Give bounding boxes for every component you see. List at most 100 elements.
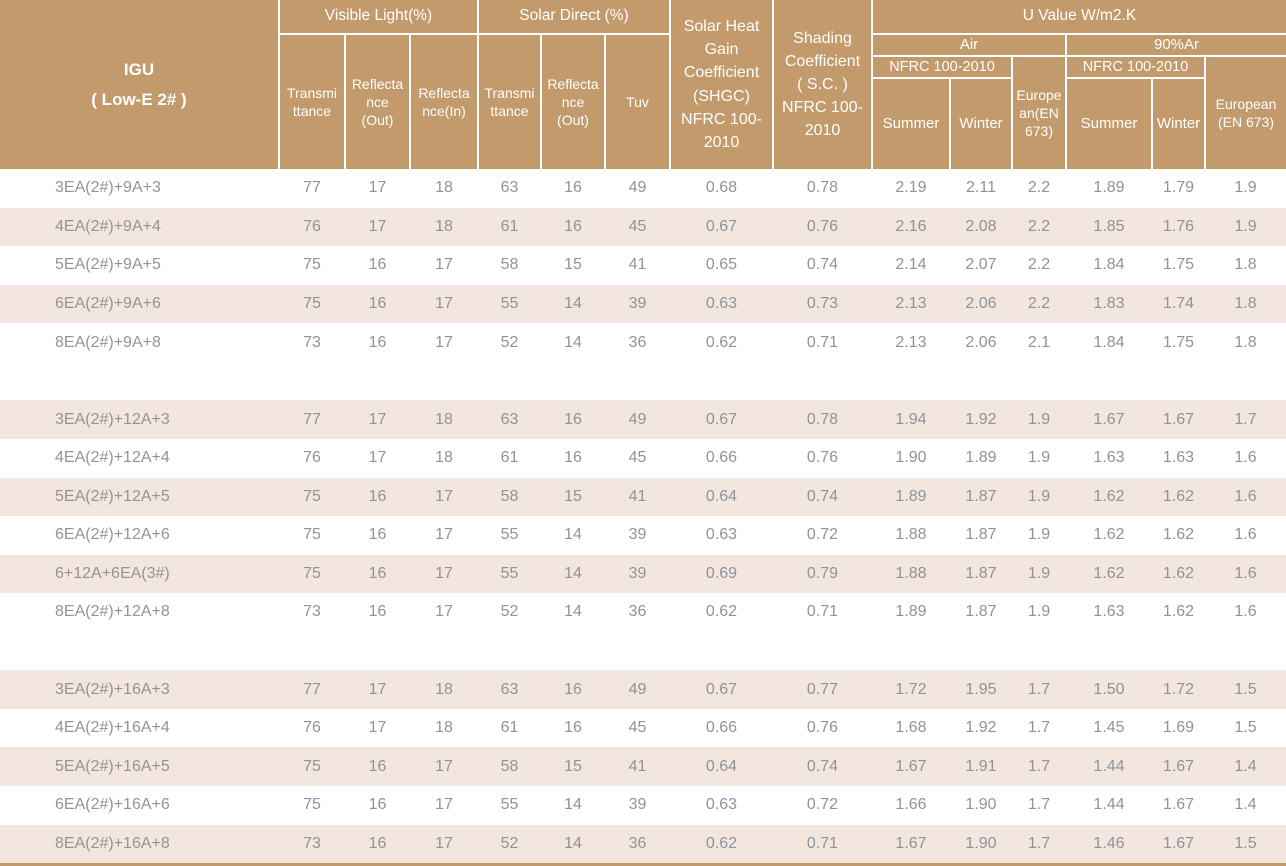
value-cell: 2.08 xyxy=(965,217,997,235)
value-cell: 2.2 xyxy=(1027,179,1051,197)
value-cell: 1.76 xyxy=(1162,217,1195,235)
value-cell: 0.71 xyxy=(806,834,839,852)
value-cell: 14 xyxy=(564,294,582,312)
table-row: 4EA(2#)+12A+4 76 17 18 61 16 45 0.66 0.76 1.90 1.8… xyxy=(0,438,1286,478)
header-european-argon: European (EN 673) xyxy=(1206,57,1286,169)
value-cell: 0.72 xyxy=(806,796,839,814)
table-row: 5EA(2#)+16A+5 75 16 17 58 15 41 0.64 0.74 1.67 1.9… xyxy=(0,747,1286,786)
value-cell: 1.69 xyxy=(1162,719,1195,737)
value-cell: 17 xyxy=(435,564,453,582)
value-cell: 1.62 xyxy=(1093,526,1125,544)
value-cell: 0.67 xyxy=(705,680,738,698)
value-cell: 17 xyxy=(368,410,387,428)
value-cell: 0.65 xyxy=(705,256,738,274)
value-cell: 16 xyxy=(368,256,387,274)
header-vl-transmittance: Transmi ttance xyxy=(280,35,344,169)
value-cell: 16 xyxy=(368,834,387,852)
value-cell: 1.62 xyxy=(1162,603,1195,621)
header-nfrc-argon: NFRC 100-2010 xyxy=(1067,57,1204,77)
table-row: 8EA(2#)+16A+8 73 16 17 52 14 36 0.62 0.71 1.67 1.9… xyxy=(0,824,1286,864)
value-cell: 1.89 xyxy=(1093,179,1125,197)
value-cell: 1.67 xyxy=(895,834,927,852)
value-cell: 39 xyxy=(628,564,647,582)
value-cell: 1.8 xyxy=(1234,294,1257,312)
igu-config-label: 8EA(2#)+9A+8 xyxy=(55,333,161,351)
value-cell: 0.76 xyxy=(806,217,839,235)
value-cell: 1.9 xyxy=(1234,179,1257,197)
value-cell: 1.44 xyxy=(1093,796,1125,814)
header-shading-coefficient: Shading Coefficient ( S.C. ) NFRC 100- 2… xyxy=(774,0,871,169)
value-cell: 1.72 xyxy=(895,680,927,698)
header-90ar: 90%Ar xyxy=(1067,35,1286,55)
value-cell: 1.79 xyxy=(1162,179,1195,197)
value-cell: 1.6 xyxy=(1234,526,1257,544)
value-cell: 18 xyxy=(435,217,453,235)
value-cell: 61 xyxy=(500,449,519,467)
value-cell: 36 xyxy=(628,834,647,852)
table-row: 6EA(2#)+16A+6 75 16 17 55 14 39 0.63 0.72 1.66 1.9… xyxy=(0,786,1286,825)
value-cell: 75 xyxy=(303,757,321,775)
value-cell: 2.07 xyxy=(965,256,997,274)
table-row: 3EA(2#)+9A+3 77 17 18 63 16 49 0.68 0.78 2.19 2.11… xyxy=(0,169,1286,208)
table-row: 6EA(2#)+12A+6 75 16 17 55 14 39 0.63 0.72 1.88 1.8… xyxy=(0,516,1286,555)
value-cell: 49 xyxy=(628,680,647,698)
value-cell: 77 xyxy=(303,179,321,197)
value-cell: 1.75 xyxy=(1162,256,1195,274)
value-cell: 17 xyxy=(435,256,453,274)
value-cell: 49 xyxy=(628,179,647,197)
value-cell: 75 xyxy=(303,294,321,312)
value-cell: 1.5 xyxy=(1234,719,1257,737)
value-cell: 1.92 xyxy=(965,410,997,428)
value-cell: 16 xyxy=(368,796,387,814)
value-cell: 1.87 xyxy=(965,603,997,621)
value-cell: 16 xyxy=(368,487,387,505)
value-cell: 1.8 xyxy=(1234,333,1257,351)
value-cell: 1.7 xyxy=(1234,410,1257,428)
igu-config-label: 4EA(2#)+9A+4 xyxy=(55,217,161,235)
value-cell: 55 xyxy=(500,796,519,814)
value-cell: 63 xyxy=(500,179,519,197)
value-cell: 2.2 xyxy=(1027,294,1051,312)
table-row: 8EA(2#)+12A+8 73 16 17 52 14 36 0.62 0.71 1.89 1.8… xyxy=(0,593,1286,632)
table-row: 8EA(2#)+9A+8 73 16 17 52 14 36 0.62 0.71 2.13 2.06… xyxy=(0,323,1286,362)
value-cell: 2.2 xyxy=(1027,217,1051,235)
table-row: 6+12A+6EA(3#) 75 16 17 55 14 39 0.69 0.79 1.88 1.8… xyxy=(0,554,1286,594)
value-cell: 16 xyxy=(368,333,387,351)
value-cell: 16 xyxy=(368,294,387,312)
value-cell: 58 xyxy=(500,757,519,775)
value-cell: 1.62 xyxy=(1162,526,1195,544)
value-cell: 0.62 xyxy=(705,333,738,351)
value-cell: 2.13 xyxy=(895,333,927,351)
value-cell: 1.67 xyxy=(895,757,927,775)
header-winter-air: Winter xyxy=(951,79,1011,169)
value-cell: 0.64 xyxy=(705,487,738,505)
value-cell: 45 xyxy=(628,719,647,737)
value-cell: 1.74 xyxy=(1162,294,1195,312)
value-cell: 1.5 xyxy=(1234,680,1257,698)
value-cell: 36 xyxy=(628,333,647,351)
value-cell: 52 xyxy=(500,834,519,852)
value-cell: 17 xyxy=(435,333,453,351)
value-cell: 14 xyxy=(564,796,582,814)
value-cell: 1.89 xyxy=(895,603,927,621)
value-cell: 55 xyxy=(500,294,519,312)
value-cell: 1.9 xyxy=(1027,487,1051,505)
value-cell: 76 xyxy=(303,449,321,467)
value-cell: 41 xyxy=(628,487,647,505)
value-cell: 1.62 xyxy=(1162,564,1195,582)
value-cell: 58 xyxy=(500,487,519,505)
value-cell: 0.67 xyxy=(705,410,738,428)
value-cell: 0.76 xyxy=(806,719,839,737)
value-cell: 55 xyxy=(500,526,519,544)
table-header: IGU ( Low-E 2# ) Visible Light(%) Solar … xyxy=(0,0,1286,169)
value-cell: 1.50 xyxy=(1093,680,1125,698)
value-cell: 1.9 xyxy=(1027,449,1051,467)
igu-config-label: 5EA(2#)+12A+5 xyxy=(55,487,170,505)
value-cell: 1.6 xyxy=(1234,564,1257,582)
header-nfrc-air: NFRC 100-2010 xyxy=(873,57,1011,77)
value-cell: 17 xyxy=(435,834,453,852)
value-cell: 0.74 xyxy=(806,487,839,505)
value-cell: 17 xyxy=(368,217,387,235)
value-cell: 18 xyxy=(435,719,453,737)
value-cell: 0.76 xyxy=(806,449,839,467)
